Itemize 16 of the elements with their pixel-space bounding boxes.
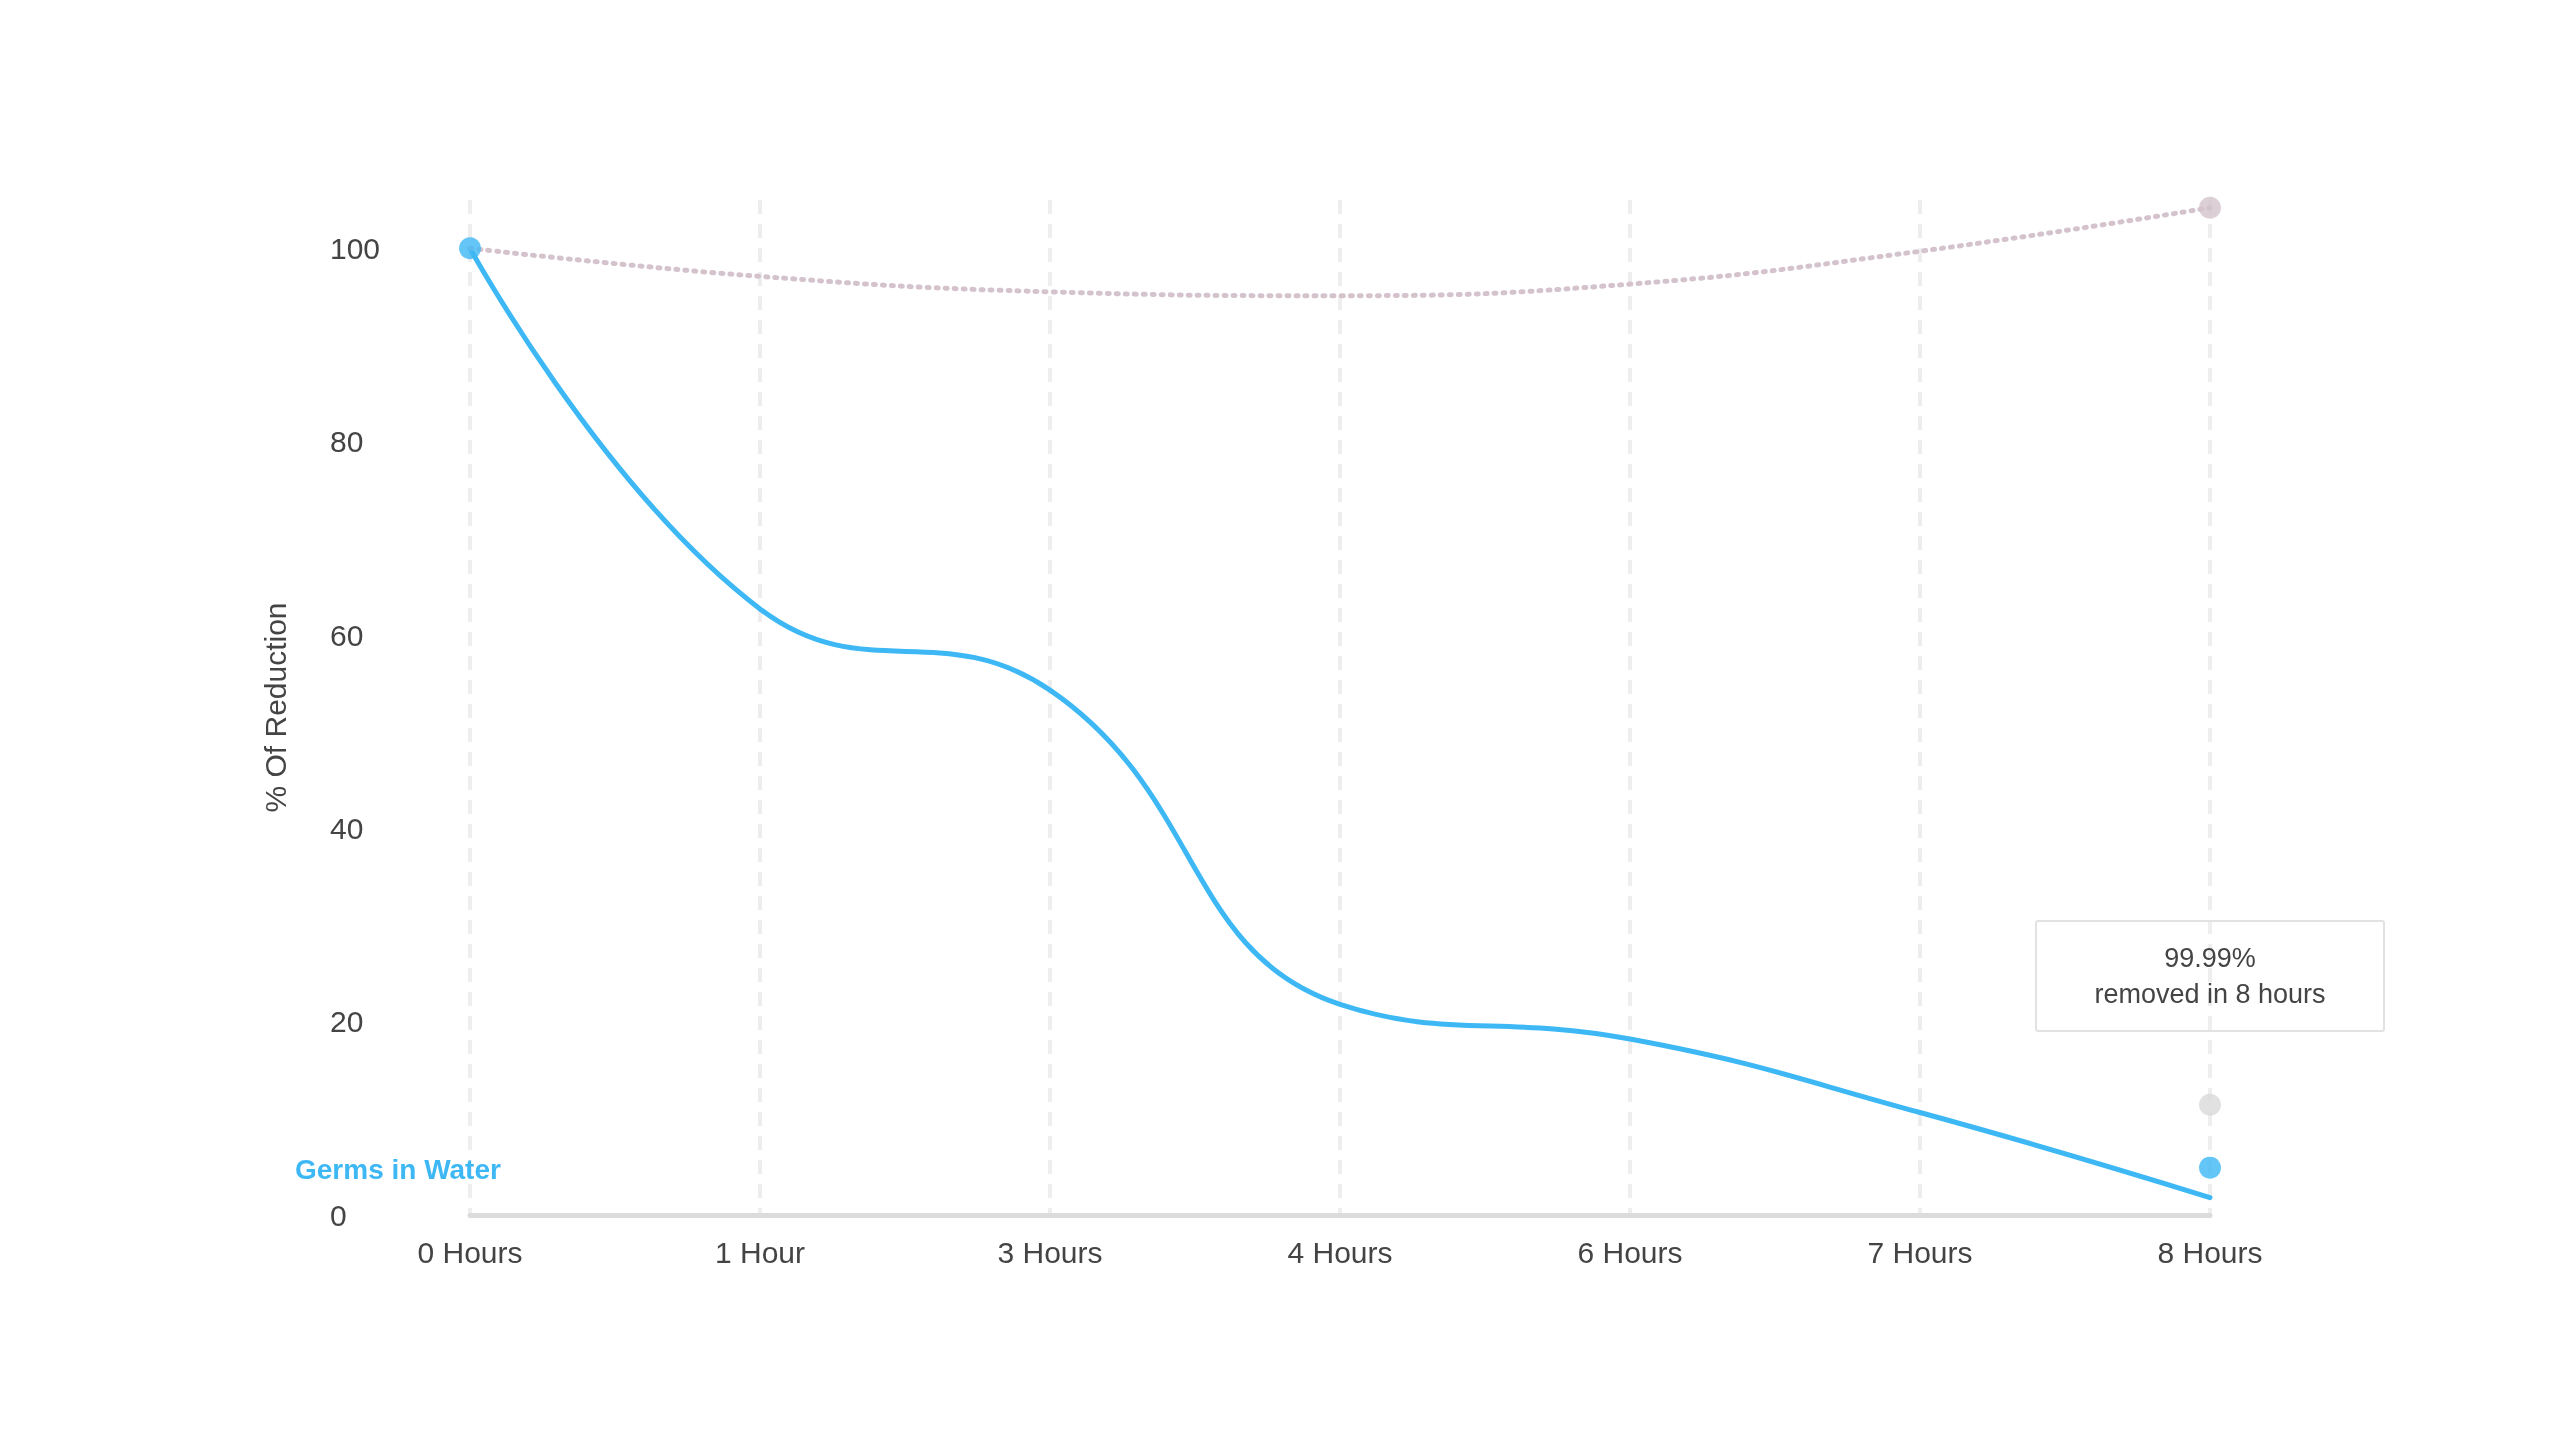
y-tick-label: 40	[330, 811, 364, 845]
x-tick-label: 3 Hours	[997, 1235, 1103, 1269]
x-tick-label: 7 Hours	[1867, 1235, 1973, 1269]
x-tick-label: 1 Hour	[714, 1235, 806, 1269]
x-tick-label: 8 Hours	[2157, 1235, 2263, 1269]
x-tick-label: 0 Hours	[417, 1235, 523, 1269]
x-tick-label: 6 Hours	[1577, 1235, 1683, 1269]
annotation: 99.99% removed in 8 hours	[2035, 920, 2385, 1032]
y-tick-label: 0	[330, 1198, 347, 1232]
y-tick-label: 80	[330, 425, 364, 459]
y-tick-label: 100	[330, 231, 381, 265]
y-tick-label: 60	[330, 618, 364, 652]
x-tick-label: 4 Hours	[1287, 1235, 1393, 1269]
text: Germs in Water	[295, 1153, 502, 1185]
y-axis-title: % Of Reduction	[258, 602, 292, 813]
y-tick-label: 20	[330, 1005, 364, 1039]
